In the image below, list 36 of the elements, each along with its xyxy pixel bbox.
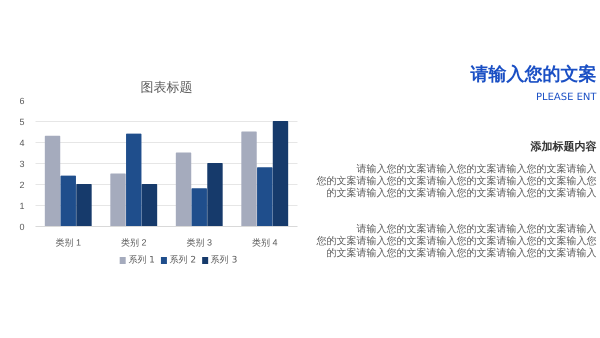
text: 添加标题内容 [530,140,596,153]
x-tick-label: 类别 4 [252,238,278,248]
bar [142,184,158,226]
text: 您的文案请输入您的文案请输入您的文案请输入您的文案输入您 [316,175,596,187]
x-tick-label: 类别 3 [186,238,212,248]
x-tick-label: 类别 1 [55,238,82,248]
y-tick-label: 0 [19,222,25,232]
bar [257,167,272,226]
bar [176,152,192,226]
y-tick-label: 2 [19,180,25,190]
legend-label: 系列 3 [210,254,238,266]
bar [192,188,207,226]
chart-title: 图表标题 [140,80,192,96]
text: 您的文案请输入您的文案请输入您的文案请输入您的文案输入您 [316,235,596,247]
legend-label: 系列 2 [170,254,196,266]
text: 请输入您的文案 [470,64,596,85]
y-tick-label: 1 [19,201,25,211]
bar [241,132,257,226]
y-tick-label: 5 [19,117,25,127]
bar [110,174,126,226]
text: 请输入您的文案请输入您的文案请输入您的文案请输入 [356,163,596,175]
y-tick-label: 6 [19,96,25,106]
x-tick-label: 类别 2 [120,238,147,248]
text: 请输入您的文案请输入您的文案请输入您的文案请输入 [356,223,596,235]
legend-label: 系列 1 [128,254,155,266]
text: 的文案请输入您的文案请输入您的文案请输入您的文案请输入 [326,187,596,199]
bar [126,134,142,226]
y-tick-label: 3 [19,159,25,169]
text: PLEASE ENT [536,92,598,103]
bar [207,163,223,226]
text: 的文案请输入您的文案请输入您的文案请输入您的文案请输入 [326,247,596,259]
bar [272,121,288,226]
y-tick-label: 4 [19,138,25,148]
bar [76,184,92,226]
bar [44,136,60,226]
bar [60,176,76,226]
